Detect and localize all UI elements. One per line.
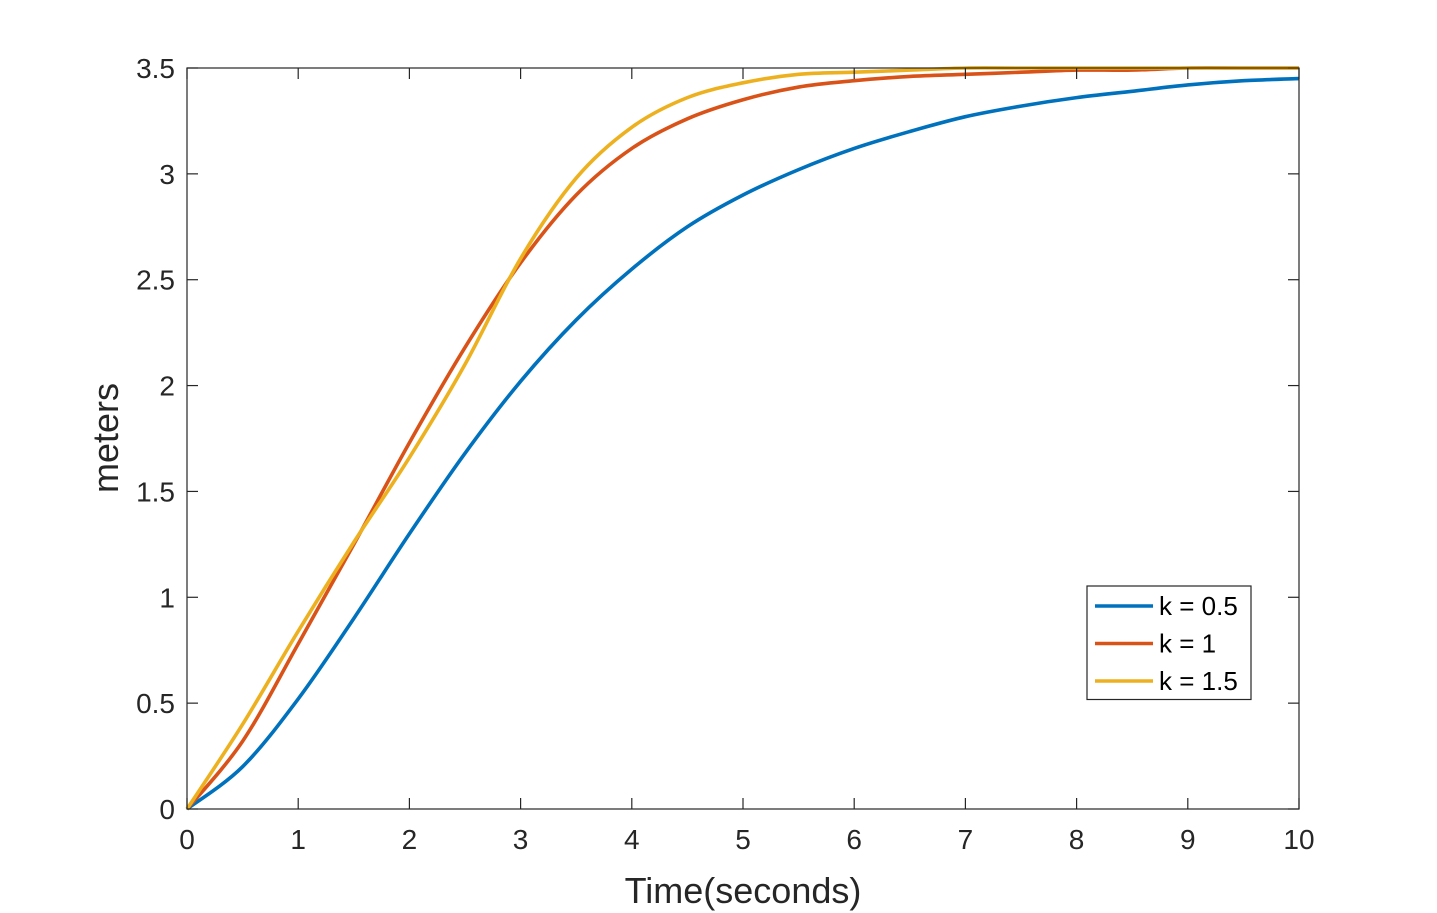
ticks-layer — [186, 67, 1300, 810]
x-tick-label: 9 — [1180, 824, 1196, 855]
y-tick-label: 2.5 — [136, 265, 175, 296]
tick-labels-layer: 0 1 2 3 4 5 6 7 8 9 10 0 0.5 1 1.5 2 2.5 3 3.5 — [136, 53, 1315, 855]
y-tick-label: 0 — [159, 794, 175, 825]
legend-label-2: k = 1 — [1159, 629, 1216, 659]
legend-label-1: k = 0.5 — [1159, 591, 1238, 621]
x-tick-label: 6 — [846, 824, 862, 855]
x-tick-label: 7 — [958, 824, 974, 855]
x-axis-label: Time(seconds) — [625, 870, 862, 911]
y-tick-label: 1.5 — [136, 476, 175, 507]
y-tick-label: 3.5 — [136, 53, 175, 84]
legend: k = 0.5 k = 1 k = 1.5 — [1086, 585, 1252, 701]
x-tick-label: 0 — [179, 824, 195, 855]
y-tick-label: 3 — [159, 159, 175, 190]
x-tick-label: 1 — [290, 824, 306, 855]
series-line-1 — [185, 76, 1300, 811]
legend-label-3: k = 1.5 — [1159, 666, 1238, 696]
x-tick-label: 4 — [624, 824, 640, 855]
y-tick-label: 0.5 — [136, 688, 175, 719]
x-tick-label: 5 — [735, 824, 751, 855]
x-tick-label: 10 — [1283, 824, 1314, 855]
x-tick-label: 2 — [402, 824, 418, 855]
y-tick-label: 2 — [159, 371, 175, 402]
x-tick-label: 3 — [513, 824, 529, 855]
y-tick-label: 1 — [159, 582, 175, 613]
y-axis-label: meters — [85, 383, 126, 493]
x-tick-label: 8 — [1069, 824, 1085, 855]
